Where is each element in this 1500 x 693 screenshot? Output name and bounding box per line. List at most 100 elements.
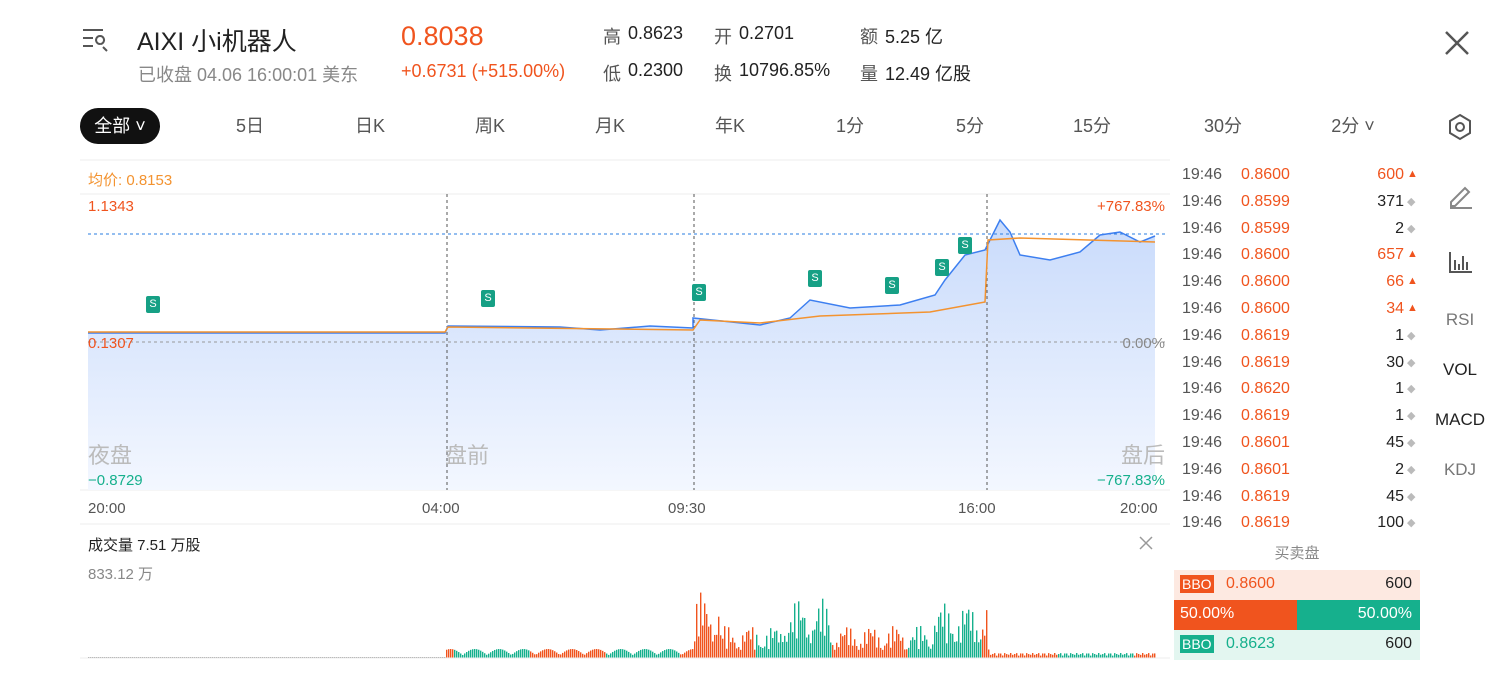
signal-marker[interactable]: S — [958, 237, 972, 254]
signal-marker[interactable]: S — [146, 296, 160, 313]
tab[interactable]: 月K — [594, 116, 625, 136]
volume-bar — [1012, 654, 1014, 658]
volume-bar — [606, 653, 608, 658]
trade-time: 19:46 — [1182, 219, 1223, 237]
volume-bar — [1142, 653, 1144, 658]
menu-icon[interactable] — [80, 26, 110, 52]
volume-bar — [1140, 654, 1142, 658]
volume-bar — [486, 654, 488, 658]
ratio-bid — [1174, 600, 1297, 630]
volume-bar — [706, 614, 708, 658]
volume-bar — [1154, 653, 1156, 658]
volume-bar — [792, 632, 794, 658]
volume-bar — [822, 598, 824, 658]
signal-marker[interactable]: S — [808, 270, 822, 287]
stat-value: 0.8623 — [628, 23, 684, 43]
volume-bar — [1072, 654, 1074, 658]
price-bottom: −0.8729 — [88, 472, 143, 489]
volume-bar — [554, 651, 556, 658]
draw-icon[interactable] — [1447, 182, 1475, 210]
volume-bar — [778, 642, 780, 658]
tab[interactable]: 日K — [354, 116, 385, 136]
volume-bar — [1116, 653, 1118, 658]
trade-time: 19:46 — [1182, 407, 1223, 425]
volume-bar — [674, 650, 676, 658]
volume-close[interactable] — [1138, 535, 1154, 551]
volume-bar — [664, 650, 666, 658]
volume-bar — [1006, 654, 1008, 658]
volume-bar — [1110, 653, 1112, 658]
volume-bar — [994, 653, 996, 658]
tab-selected[interactable]: 全部 ˅ — [80, 108, 160, 144]
tab[interactable]: 30分 — [1203, 116, 1243, 136]
volume-bar — [470, 649, 472, 658]
volume-bar — [552, 650, 554, 658]
settings-icon[interactable] — [1446, 112, 1474, 142]
volume-bar — [484, 653, 486, 658]
stat-label: 换 — [714, 64, 732, 84]
volume-bar — [636, 652, 638, 658]
tab[interactable]: 年K — [714, 116, 745, 136]
volume-bar — [1066, 653, 1068, 658]
tab[interactable]: 5分 — [955, 116, 984, 136]
signal-marker[interactable]: S — [935, 259, 949, 276]
signal-marker[interactable]: S — [481, 290, 495, 307]
volume-bar — [820, 631, 822, 658]
volume-bar — [518, 650, 520, 658]
volume-bar — [738, 647, 740, 658]
indicator-tab[interactable]: KDJ — [1443, 460, 1477, 479]
ratio-ask — [1297, 600, 1420, 630]
volume-bar — [782, 642, 784, 658]
volume-bar — [766, 635, 768, 658]
trade-direction: ◆ — [1407, 356, 1416, 369]
trade-direction: ◆ — [1407, 437, 1416, 449]
close-button[interactable] — [1442, 28, 1472, 58]
volume-bar — [1092, 653, 1094, 658]
indicator-tab[interactable]: VOL — [1442, 360, 1478, 379]
volume-bar — [796, 638, 798, 658]
signal-marker[interactable]: S — [885, 277, 899, 294]
indicator-tab[interactable]: RSI — [1445, 310, 1475, 329]
ratio-bid-label: 50.00% — [1180, 605, 1235, 622]
volume-bar — [806, 637, 808, 658]
volume-bar — [474, 649, 476, 658]
indicator-tab[interactable]: MACD — [1434, 410, 1486, 429]
volume-bar — [488, 653, 490, 658]
tab[interactable]: 周K — [474, 116, 505, 136]
volume-bar — [978, 642, 980, 658]
stat-label: 开 — [714, 27, 732, 47]
volume-bar — [850, 628, 852, 658]
tab[interactable]: 15分 — [1072, 116, 1112, 136]
volume-bar — [902, 637, 904, 658]
volume-bar — [628, 651, 630, 658]
avg-line — [88, 237, 1156, 333]
volume-bar — [686, 651, 688, 658]
tab[interactable]: 1分 — [835, 116, 864, 136]
volume-bar — [696, 603, 698, 658]
price-mid: 0.1307 — [88, 335, 134, 352]
chart-icon[interactable] — [1447, 248, 1475, 276]
trade-time: 19:46 — [1182, 246, 1223, 264]
volume-bar — [876, 647, 878, 658]
trade-direction: ◆ — [1407, 463, 1416, 476]
volume-bar — [626, 650, 628, 658]
trade-time: 19:46 — [1182, 487, 1223, 505]
tab[interactable]: 2分 ˅ — [1331, 116, 1375, 136]
volume-bar — [1130, 653, 1132, 658]
signal-marker[interactable]: S — [692, 284, 706, 301]
stat-label: 低 — [603, 64, 621, 84]
volume-bar — [640, 649, 642, 658]
volume-bar — [960, 642, 962, 658]
volume-bar — [1126, 653, 1128, 658]
volume-bar — [888, 633, 890, 658]
volume-bar — [1076, 653, 1078, 658]
trade-time: 19:46 — [1182, 380, 1223, 398]
volume-bar — [1084, 655, 1086, 658]
volume-bar — [1118, 654, 1120, 658]
volume-bar — [756, 634, 758, 658]
trade-price: 0.8599 — [1241, 192, 1290, 210]
volume-bar — [872, 636, 874, 658]
volume-bar — [676, 651, 678, 658]
tab[interactable]: 5日 — [235, 116, 264, 136]
pct-bottom: −767.83% — [1097, 472, 1165, 489]
